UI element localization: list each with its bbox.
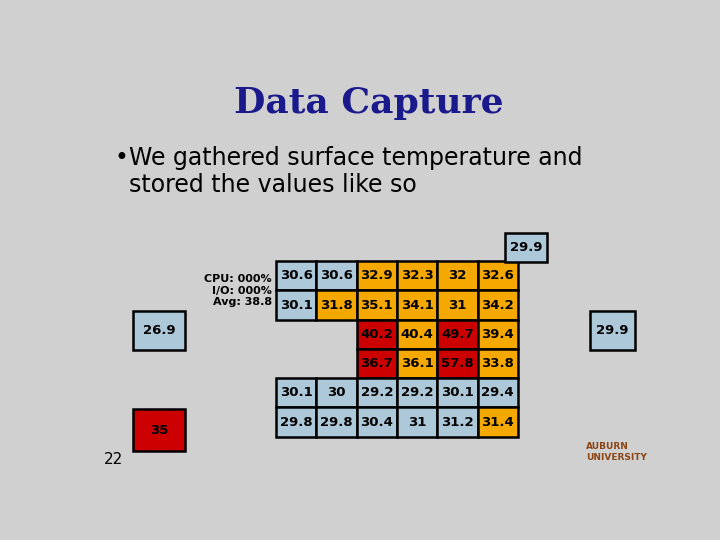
- Bar: [397, 320, 437, 349]
- Text: 31: 31: [408, 416, 426, 429]
- Text: 31.2: 31.2: [441, 416, 474, 429]
- Text: 29.8: 29.8: [280, 416, 312, 429]
- Text: 30.6: 30.6: [279, 269, 312, 282]
- Bar: [477, 349, 518, 378]
- Bar: [356, 320, 397, 349]
- Text: 30: 30: [327, 386, 346, 399]
- Bar: [276, 291, 316, 320]
- Bar: [276, 261, 316, 291]
- Text: 31: 31: [448, 299, 467, 312]
- Text: 40.4: 40.4: [400, 328, 433, 341]
- Text: 33.8: 33.8: [481, 357, 514, 370]
- Bar: [356, 261, 397, 291]
- Bar: [437, 378, 477, 408]
- Text: 22: 22: [104, 452, 123, 467]
- Bar: [590, 311, 635, 350]
- Text: 57.8: 57.8: [441, 357, 474, 370]
- Bar: [316, 261, 356, 291]
- Text: 30.1: 30.1: [441, 386, 474, 399]
- Bar: [356, 349, 397, 378]
- Text: 29.8: 29.8: [320, 416, 353, 429]
- Bar: [437, 349, 477, 378]
- Text: 35.1: 35.1: [361, 299, 393, 312]
- Bar: [477, 261, 518, 291]
- Bar: [132, 311, 185, 350]
- Bar: [437, 261, 477, 291]
- Text: CPU: 000%
I/O: 000%
Avg: 38.8: CPU: 000% I/O: 000% Avg: 38.8: [204, 274, 272, 307]
- Bar: [397, 261, 437, 291]
- Text: 34.2: 34.2: [481, 299, 514, 312]
- Bar: [437, 320, 477, 349]
- Bar: [397, 378, 437, 408]
- Text: 40.2: 40.2: [361, 328, 393, 341]
- Text: 30.1: 30.1: [280, 386, 312, 399]
- Text: 32.9: 32.9: [361, 269, 393, 282]
- Text: 49.7: 49.7: [441, 328, 474, 341]
- Text: AUBURN
UNIVERSITY: AUBURN UNIVERSITY: [586, 442, 647, 462]
- Text: 35: 35: [150, 424, 168, 437]
- Text: 30.4: 30.4: [360, 416, 393, 429]
- Text: 32: 32: [448, 269, 467, 282]
- Text: We gathered surface temperature and
stored the values like so: We gathered surface temperature and stor…: [129, 146, 582, 198]
- Bar: [477, 378, 518, 408]
- Bar: [397, 291, 437, 320]
- Bar: [276, 408, 316, 437]
- Text: Data Capture: Data Capture: [234, 86, 504, 120]
- Bar: [477, 408, 518, 437]
- Text: 30.6: 30.6: [320, 269, 353, 282]
- Bar: [437, 408, 477, 437]
- Bar: [276, 378, 316, 408]
- Text: 26.9: 26.9: [143, 324, 175, 337]
- Text: 34.1: 34.1: [400, 299, 433, 312]
- Text: 39.4: 39.4: [481, 328, 514, 341]
- Text: 36.1: 36.1: [400, 357, 433, 370]
- Text: 29.9: 29.9: [510, 241, 542, 254]
- Bar: [397, 408, 437, 437]
- Bar: [477, 320, 518, 349]
- Text: 36.7: 36.7: [361, 357, 393, 370]
- Text: 30.1: 30.1: [280, 299, 312, 312]
- Text: 32.3: 32.3: [400, 269, 433, 282]
- Text: 31.4: 31.4: [481, 416, 514, 429]
- Bar: [477, 291, 518, 320]
- Text: •: •: [114, 146, 129, 170]
- Text: 32.6: 32.6: [481, 269, 514, 282]
- Text: 29.2: 29.2: [401, 386, 433, 399]
- Bar: [132, 409, 185, 451]
- Bar: [316, 378, 356, 408]
- Text: 29.2: 29.2: [361, 386, 393, 399]
- Bar: [316, 408, 356, 437]
- Bar: [397, 349, 437, 378]
- Text: 31.8: 31.8: [320, 299, 353, 312]
- Text: 29.4: 29.4: [482, 386, 514, 399]
- Bar: [356, 378, 397, 408]
- Bar: [505, 233, 547, 262]
- Text: 29.9: 29.9: [596, 324, 629, 337]
- Bar: [356, 291, 397, 320]
- Bar: [356, 408, 397, 437]
- Bar: [316, 291, 356, 320]
- Bar: [437, 291, 477, 320]
